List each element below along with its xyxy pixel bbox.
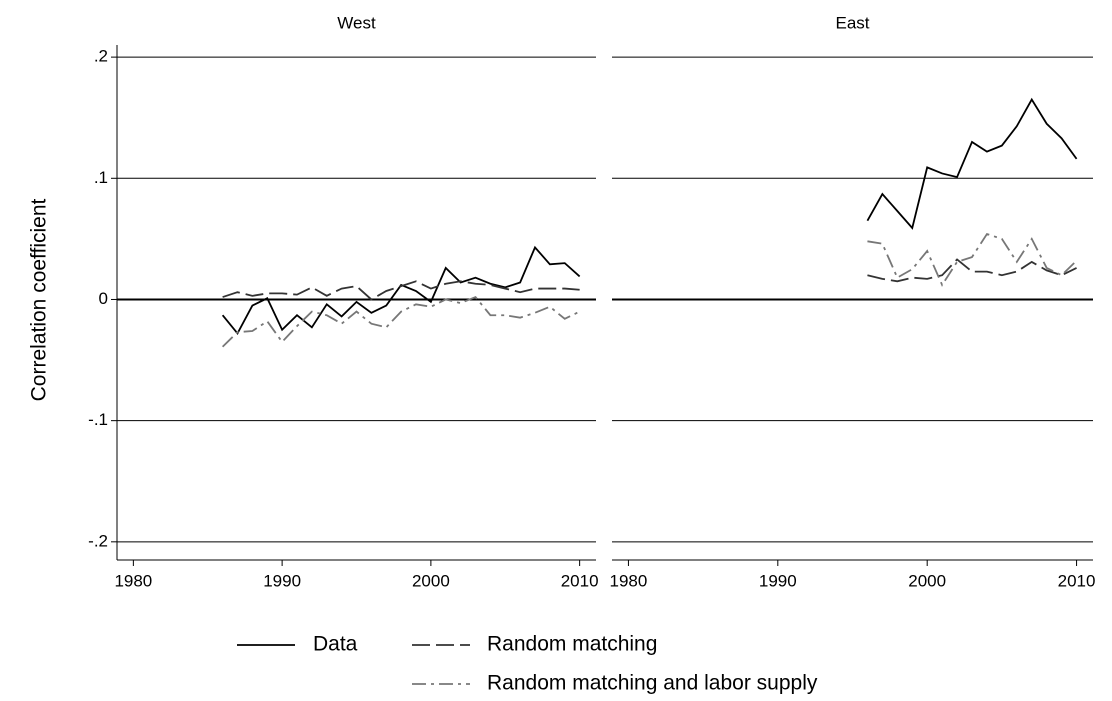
x-tick-label: 1990 — [759, 571, 797, 590]
series-line — [221, 245, 581, 336]
legend-label: Data — [313, 633, 358, 656]
panel-title: East — [835, 13, 869, 32]
series-line — [222, 280, 580, 301]
y-tick-label: .1 — [94, 168, 108, 187]
series-line — [867, 232, 1078, 287]
legend-label: Random matching and labor supply — [487, 672, 818, 695]
y-tick-label: -.2 — [88, 531, 108, 550]
y-tick-label: 0 — [99, 289, 108, 308]
legend-label: Random matching — [487, 633, 657, 656]
x-tick-label: 1980 — [114, 571, 152, 590]
x-tick-label: 2000 — [412, 571, 450, 590]
x-tick-label: 2010 — [1058, 571, 1096, 590]
series-line — [867, 258, 1077, 283]
y-tick-label: .2 — [94, 47, 108, 66]
y-axis-label: Correlation coefficient — [28, 198, 51, 401]
panel-title: West — [337, 13, 376, 32]
series-line — [866, 97, 1078, 230]
x-tick-label: 1980 — [610, 571, 648, 590]
x-tick-label: 2010 — [561, 571, 599, 590]
x-tick-label: 2000 — [908, 571, 946, 590]
x-tick-label: 1990 — [263, 571, 301, 590]
series-line — [221, 295, 581, 348]
y-tick-label: -.1 — [88, 410, 108, 429]
